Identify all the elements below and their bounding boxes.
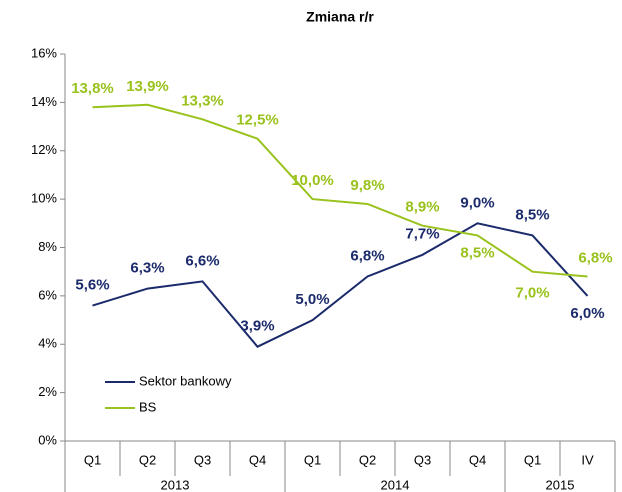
x-tick-label: Q2 (359, 452, 376, 467)
data-label: 13,3% (181, 92, 224, 109)
x-tick-label: Q3 (414, 452, 431, 467)
group-label: 2013 (161, 477, 190, 492)
data-label: 7,0% (515, 285, 549, 302)
legend-label: Sektor bankowy (139, 373, 232, 388)
data-label: 6,8% (350, 247, 384, 264)
group-label: 2015 (546, 477, 575, 492)
y-tick-label: 8% (38, 239, 57, 254)
data-label: 8,5% (515, 206, 549, 223)
y-tick-label: 12% (31, 142, 57, 157)
group-label: 2014 (381, 477, 410, 492)
x-tick-label: Q2 (139, 452, 156, 467)
data-label: 13,8% (71, 80, 114, 97)
y-tick-label: 16% (31, 45, 57, 60)
x-tick-label: Q1 (84, 452, 101, 467)
legend-label: BS (139, 399, 157, 414)
y-tick-label: 14% (31, 94, 57, 109)
data-label: 8,5% (460, 244, 494, 261)
data-label: 13,9% (126, 78, 169, 95)
y-tick-label: 0% (38, 432, 57, 447)
x-tick-label: Q1 (524, 452, 541, 467)
y-tick-label: 4% (38, 336, 57, 351)
line-series (92, 222, 589, 348)
data-label: 6,3% (130, 260, 164, 277)
y-tick-label: 6% (38, 287, 57, 302)
chart-title: Zmiana r/r (306, 9, 374, 25)
data-label: 5,6% (75, 277, 109, 294)
data-label: 6,0% (570, 305, 604, 322)
data-label: 3,9% (240, 318, 274, 335)
data-label: 5,0% (295, 291, 329, 308)
data-label: 6,6% (185, 252, 219, 269)
y-tick-label: 2% (38, 384, 57, 399)
data-label: 6,8% (578, 249, 612, 266)
x-tick-label: Q1 (304, 452, 321, 467)
line-series (92, 103, 588, 278)
x-tick-label: Q4 (249, 452, 266, 467)
data-label: 8,9% (405, 199, 439, 216)
data-label: 7,7% (405, 226, 439, 243)
data-label: 9,8% (350, 177, 384, 194)
data-label: 10,0% (291, 172, 334, 189)
x-tick-label: IV (581, 452, 594, 467)
x-tick-label: Q3 (194, 452, 211, 467)
x-tick-label: Q4 (469, 452, 486, 467)
data-label: 12,5% (236, 112, 279, 129)
y-tick-label: 10% (31, 191, 57, 206)
data-label: 9,0% (460, 194, 494, 211)
